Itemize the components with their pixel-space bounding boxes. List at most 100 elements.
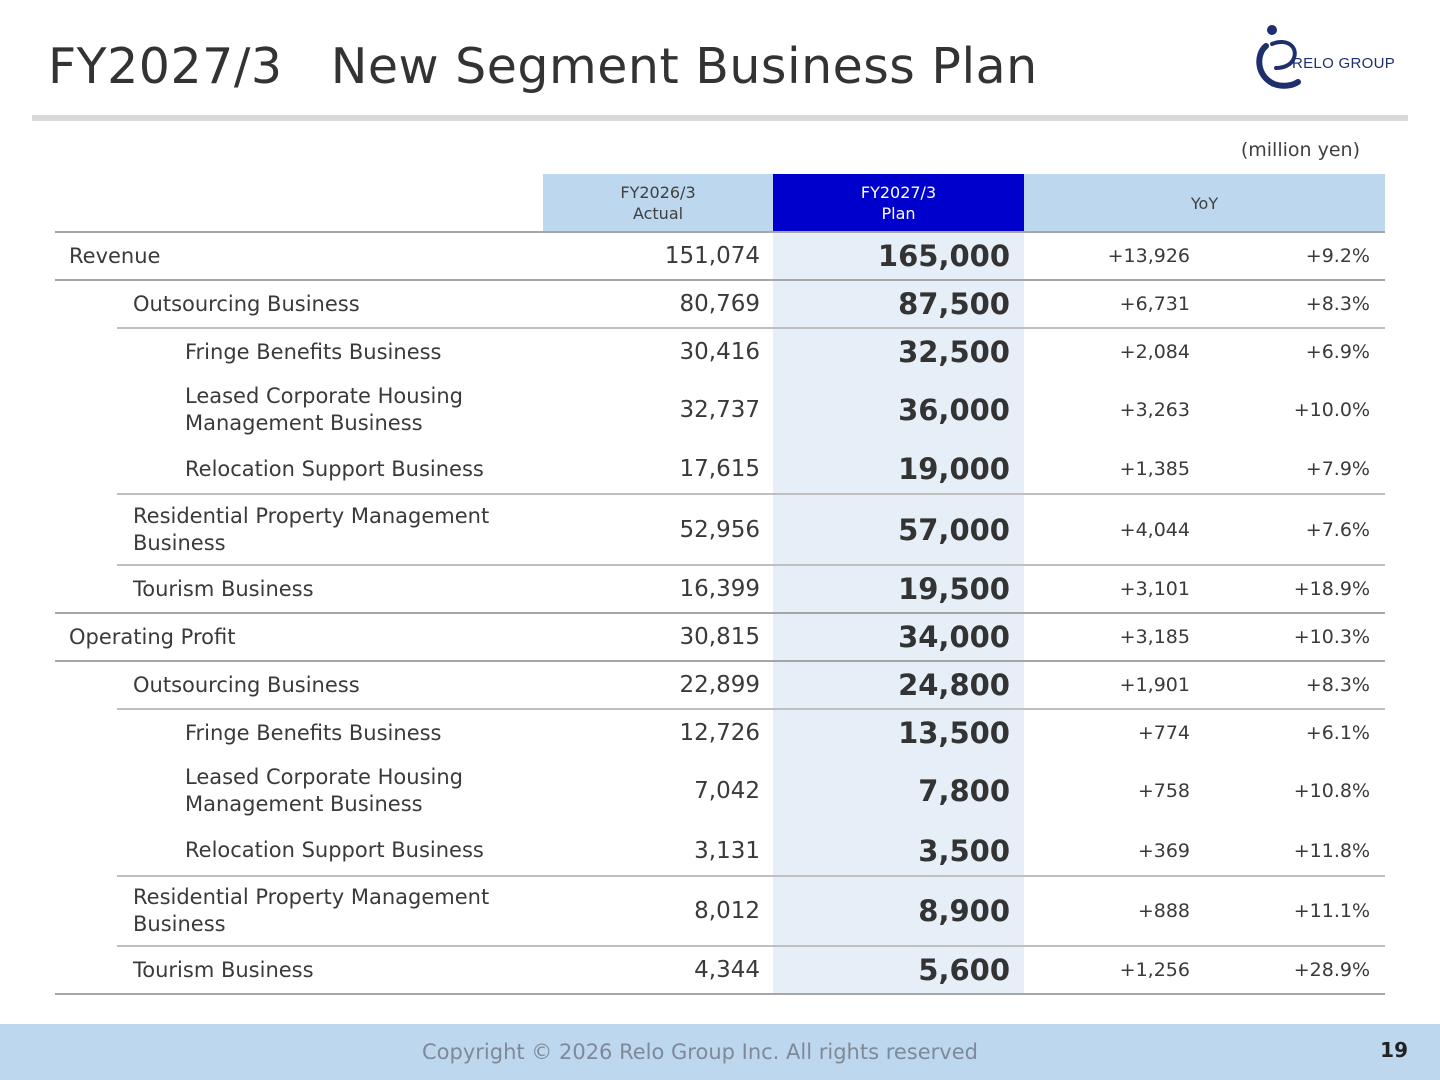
table-row: Relocation Support Business 3,131 3,500 +36… (0, 825, 1440, 876)
row-label-text: Outsourcing Business (133, 672, 360, 697)
plan-value: 36,000 (898, 393, 1010, 427)
row-label-line: Leased Corporate Housing (185, 384, 464, 408)
relo-group-logo (1256, 25, 1301, 89)
row-label: Tourism Business (133, 946, 314, 994)
plan-value: 32,500 (898, 335, 1010, 369)
row-label: Residential Property Management Business (133, 876, 489, 946)
yoy-percent-value: +11.8% (1293, 839, 1370, 862)
row-label-line: Residential Property Management (133, 503, 490, 528)
yoy-percent-value: +6.9% (1305, 341, 1370, 363)
table-row: Outsourcing Business 80,769 87,500 +6,731 +8… (0, 280, 1440, 328)
row-label: Operating Profit (69, 613, 235, 661)
yoy-percent-value: +28.9% (1293, 959, 1370, 981)
yoy-percent-value: +6.1% (1305, 722, 1370, 744)
copyright-text: Copyright © 2026 Relo Group Inc. All rig… (422, 1040, 978, 1064)
column-header-actual-line1: FY2026/3 (620, 183, 696, 202)
actual-value: 3,131 (694, 837, 760, 864)
table-row: Residential Property Management Business 5… (0, 494, 1440, 565)
row-label-line: Business (133, 912, 226, 936)
yoy-percent-value: +8.3% (1305, 674, 1370, 696)
plan-value: 34,000 (898, 620, 1010, 654)
table-row: Tourism Business 16,399 19,500 +3,101 +18.9% (0, 565, 1440, 613)
table-row: Residential Property Management Business 8… (0, 876, 1440, 946)
plan-value: 165,000 (877, 239, 1010, 273)
page-title: FY2027/3 New Segment Business Plan (48, 38, 1038, 95)
row-divider (117, 708, 1385, 710)
column-header-yoy: YoY (1024, 174, 1385, 232)
plan-value: 8,900 (918, 894, 1010, 928)
table-row: Outsourcing Business 22,899 24,800 +1,901 +8… (0, 661, 1440, 709)
table-bottom-border (55, 993, 1385, 995)
row-label: Fringe Benefits Business (185, 328, 442, 376)
row-label: Tourism Business (133, 565, 314, 613)
row-label-text: Revenue (69, 243, 161, 268)
column-header-plan-line2: Plan (881, 204, 916, 223)
actual-value: 16,399 (679, 576, 760, 602)
row-label-text: Fringe Benefits Business (185, 720, 442, 745)
column-header-actual-line2: Actual (632, 204, 684, 223)
actual-value: 30,416 (679, 339, 760, 365)
table-row: Tourism Business 4,344 5,600 +1,256 +28.9% (0, 946, 1440, 994)
row-divider (117, 564, 1385, 566)
yoy-change-value: +758 (1137, 780, 1190, 802)
row-label-line: Management Business (185, 792, 423, 816)
actual-value: 22,899 (679, 672, 760, 698)
actual-value: 8,012 (694, 898, 760, 924)
yoy-change-value: +3,101 (1119, 578, 1190, 600)
yoy-change-value: +369 (1137, 839, 1190, 862)
row-label: Fringe Benefits Business (185, 709, 442, 757)
row-divider (117, 327, 1385, 329)
actual-value: 80,769 (679, 291, 760, 317)
page-number: 19 (1380, 1038, 1408, 1062)
table-row: Leased Corporate Housing Management Busin… (0, 376, 1440, 444)
row-label-line: Leased Corporate Housing (185, 765, 464, 789)
yoy-change-value: +888 (1137, 900, 1190, 922)
actual-value: 7,042 (694, 778, 760, 804)
yoy-percent-value: +7.6% (1305, 518, 1370, 541)
plan-value: 13,500 (898, 716, 1010, 750)
column-header-plan-line1: FY2027/3 (860, 183, 937, 202)
row-divider (117, 493, 1385, 495)
actual-value: 151,074 (664, 243, 760, 269)
yoy-percent-value: +10.3% (1293, 626, 1370, 648)
yoy-change-value: +774 (1137, 722, 1190, 744)
column-header-plan: FY2027/3 Plan (773, 174, 1024, 232)
row-label-text: Outsourcing Business (133, 291, 360, 316)
actual-value: 32,737 (679, 397, 760, 423)
plan-value: 19,500 (898, 572, 1010, 606)
row-divider (55, 660, 1385, 662)
yoy-percent-value: +8.3% (1305, 293, 1370, 315)
row-divider (55, 231, 1385, 233)
yoy-change-value: +1,256 (1119, 959, 1190, 981)
yoy-percent-value: +10.8% (1293, 780, 1370, 802)
table-row: Relocation Support Business 17,615 19,000 +… (0, 444, 1440, 494)
table-row: Fringe Benefits Business 30,416 32,500 +2,0… (0, 328, 1440, 376)
yoy-change-value: +2,084 (1119, 341, 1190, 363)
row-label-text: Tourism Business (133, 576, 314, 601)
row-label: Outsourcing Business (133, 661, 360, 709)
unit-note: (million yen) (1240, 139, 1360, 161)
yoy-change-value: +3,263 (1119, 399, 1190, 421)
plan-value: 57,000 (898, 512, 1010, 547)
actual-value: 30,815 (679, 624, 760, 650)
actual-value: 12,726 (679, 720, 760, 746)
row-divider (117, 945, 1385, 947)
yoy-change-value: +4,044 (1119, 518, 1190, 541)
row-label: Outsourcing Business (133, 280, 360, 328)
plan-value: 3,500 (918, 833, 1010, 868)
table-row: Fringe Benefits Business 12,726 13,500 +774… (0, 709, 1440, 757)
yoy-percent-value: +10.0% (1293, 399, 1370, 421)
row-divider (55, 279, 1385, 281)
yoy-percent-value: +11.1% (1293, 900, 1370, 922)
column-header-yoy-label: YoY (1190, 193, 1219, 213)
yoy-percent-value: +18.9% (1293, 578, 1370, 600)
row-label-text: Fringe Benefits Business (185, 339, 442, 364)
logo-wordmark: RELO GROUP (1292, 55, 1396, 72)
row-label-text: Tourism Business (133, 957, 314, 982)
table-row: Leased Corporate Housing Management Busin… (0, 757, 1440, 825)
row-label-line: Residential Property Management (133, 885, 490, 909)
plan-value: 19,000 (898, 452, 1010, 486)
plan-value: 24,800 (898, 668, 1010, 702)
actual-value: 4,344 (694, 957, 760, 983)
row-label: Leased Corporate Housing Management Busin… (185, 376, 463, 444)
